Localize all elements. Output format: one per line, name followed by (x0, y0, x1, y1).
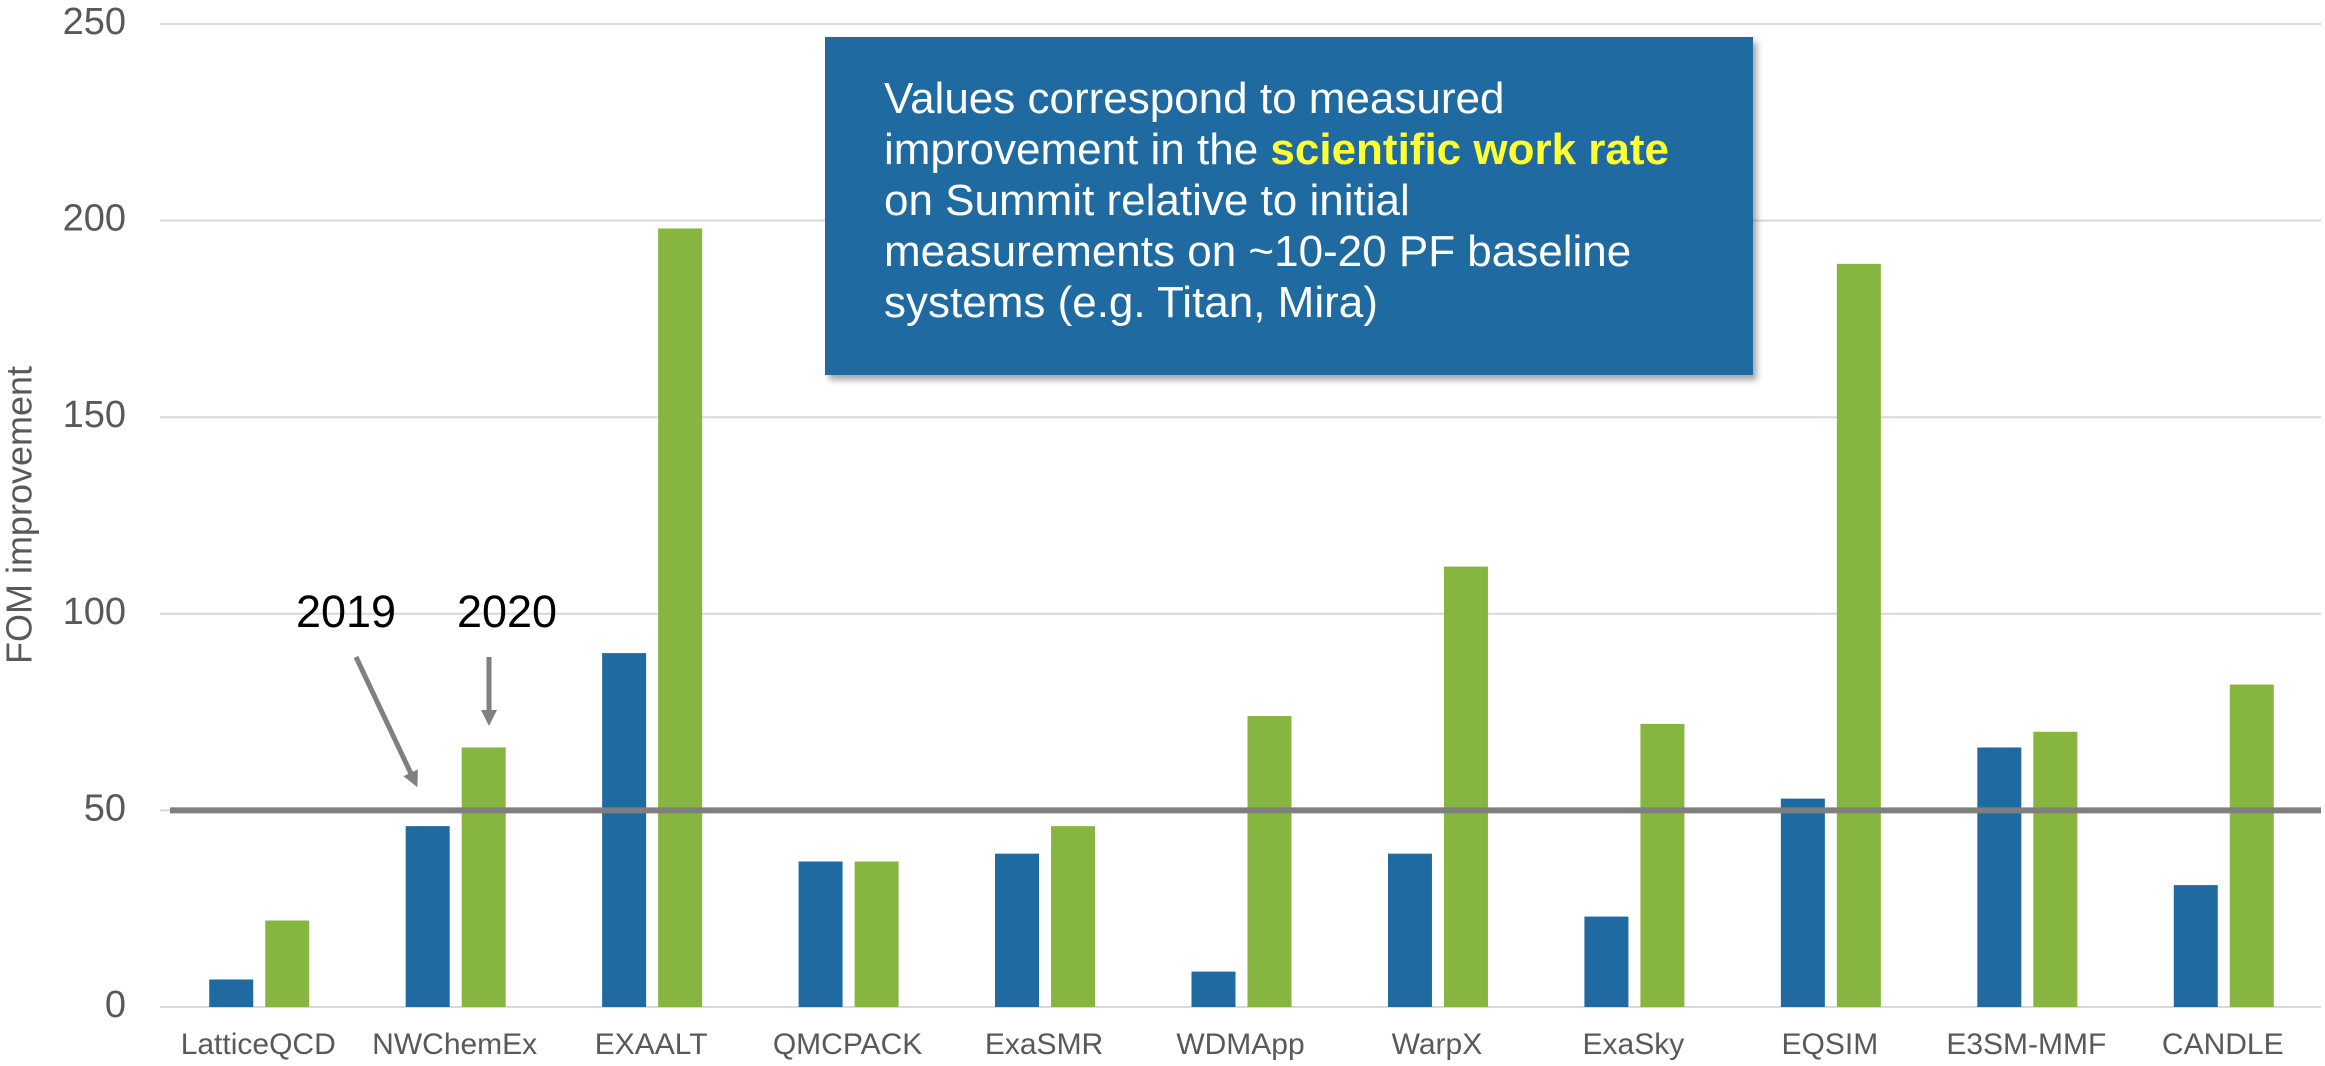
bar (602, 653, 647, 1007)
y-axis-title: FOM improvement (0, 366, 40, 664)
y-tick-label: 50 (84, 787, 126, 829)
annotation-text: on Summit relative to initial measuremen… (884, 176, 1632, 327)
bar (1051, 826, 1096, 1007)
bar (1780, 798, 1825, 1007)
bar (2173, 885, 2218, 1007)
annotation-box: Values correspond to measured improvemen… (825, 37, 1753, 375)
x-tick-label: QMCPACK (773, 1028, 922, 1061)
bar (995, 853, 1040, 1007)
bar (405, 826, 450, 1007)
y-tick-label: 150 (63, 394, 126, 436)
y-tick-label: 200 (63, 198, 126, 240)
series-label: 2019 (296, 586, 396, 637)
bar (1191, 971, 1236, 1007)
annotation-text: Values correspond to measured improvemen… (884, 74, 1505, 174)
bar (1443, 566, 1488, 1007)
y-tick-label: 0 (105, 984, 126, 1026)
bar (265, 920, 310, 1007)
bar (1836, 263, 1881, 1007)
arrow (353, 655, 418, 788)
bar (2033, 731, 2078, 1007)
y-tick-label: 250 (63, 1, 126, 43)
x-tick-label: CANDLE (2162, 1028, 2284, 1061)
bar (1584, 916, 1629, 1007)
x-tick-label: EQSIM (1782, 1028, 1879, 1061)
series-label: 2020 (457, 586, 557, 637)
x-tick-label: EXAALT (595, 1028, 708, 1061)
bar (1640, 723, 1685, 1007)
x-tick-label: E3SM-MMF (1946, 1028, 2106, 1061)
bar (209, 979, 254, 1007)
bar (461, 747, 506, 1007)
x-tick-label: ExaSky (1583, 1028, 1685, 1061)
bar (658, 228, 703, 1008)
bar (1387, 853, 1432, 1007)
x-tick-label: LatticeQCD (181, 1028, 336, 1061)
bar (2229, 684, 2274, 1007)
bar (1247, 716, 1292, 1007)
annotation-highlight: scientific work rate (1270, 125, 1670, 174)
y-tick-label: 100 (63, 591, 126, 633)
x-tick-label: WDMApp (1176, 1028, 1304, 1061)
bar (798, 861, 843, 1007)
bar (854, 861, 899, 1007)
x-tick-label: WarpX (1392, 1028, 1483, 1061)
x-tick-label: NWChemEx (372, 1028, 537, 1061)
bar (1977, 747, 2022, 1007)
x-tick-label: ExaSMR (985, 1028, 1103, 1061)
